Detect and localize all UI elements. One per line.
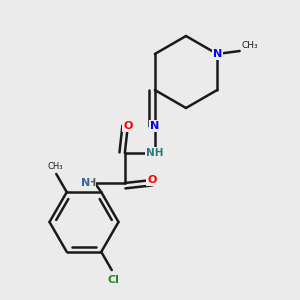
Text: O: O <box>147 175 157 185</box>
Text: N: N <box>213 49 222 59</box>
Text: N: N <box>81 178 90 188</box>
Text: O: O <box>123 121 133 131</box>
Text: CH₃: CH₃ <box>241 40 258 50</box>
Text: N: N <box>150 121 159 131</box>
Text: Cl: Cl <box>107 274 119 285</box>
Text: CH₃: CH₃ <box>47 162 62 171</box>
Text: H: H <box>87 178 95 188</box>
Text: NH: NH <box>146 148 164 158</box>
